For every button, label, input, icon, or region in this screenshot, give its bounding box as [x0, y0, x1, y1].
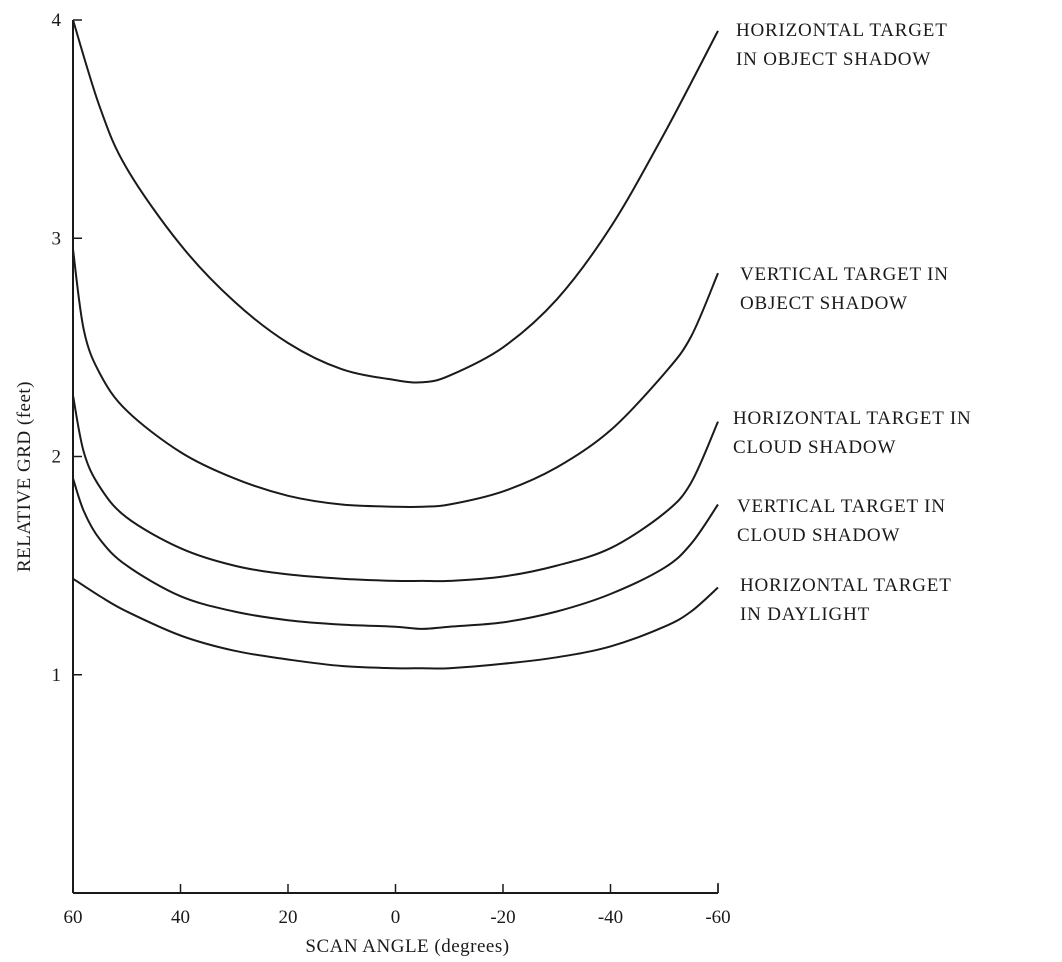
- series-curves: [72, 19, 719, 670]
- series-label-horizontal-object-shadow: HORIZONTAL TARGET IN OBJECT SHADOW: [736, 20, 948, 70]
- series-label-vertical-object-shadow: VERTICAL TARGET IN OBJECT SHADOW: [740, 264, 949, 314]
- series-line-horizontal-object-shadow: [72, 19, 719, 384]
- x-tick-label: -20: [490, 907, 515, 928]
- x-tick-label: 20: [279, 907, 298, 928]
- y-tick-label: 2: [52, 447, 62, 468]
- series-line-horizontal-cloud-shadow: [72, 395, 719, 583]
- series-label-horizontal-cloud-shadow: HORIZONTAL TARGET IN CLOUD SHADOW: [733, 408, 971, 458]
- series-line-vertical-object-shadow: [72, 249, 719, 508]
- y-axis-title: RELATIVE GRD (feet): [14, 381, 35, 572]
- x-tick-label: -40: [598, 907, 623, 928]
- x-tick-label: -60: [705, 907, 730, 928]
- series-labels: HORIZONTAL TARGET IN OBJECT SHADOW VERTICA…: [733, 20, 971, 625]
- y-tick-label: 4: [52, 10, 62, 31]
- axes: [72, 20, 719, 894]
- y-tick-label: 1: [52, 665, 62, 686]
- series-label-horizontal-daylight: HORIZONTAL TARGET IN DAYLIGHT: [740, 575, 952, 625]
- x-tick-label: 0: [391, 907, 401, 928]
- x-ticks: 60 40 20 0 -20 -40 -60: [64, 884, 731, 928]
- x-tick-label: 60: [64, 907, 83, 928]
- series-line-vertical-cloud-shadow: [72, 477, 719, 630]
- series-line-horizontal-daylight: [72, 577, 719, 670]
- y-tick-label: 3: [52, 228, 62, 249]
- x-axis-title: SCAN ANGLE (degrees): [305, 936, 509, 957]
- y-ticks: 1 2 3 4: [52, 10, 82, 686]
- x-tick-label: 40: [171, 907, 190, 928]
- series-label-vertical-cloud-shadow: VERTICAL TARGET IN CLOUD SHADOW: [737, 496, 946, 546]
